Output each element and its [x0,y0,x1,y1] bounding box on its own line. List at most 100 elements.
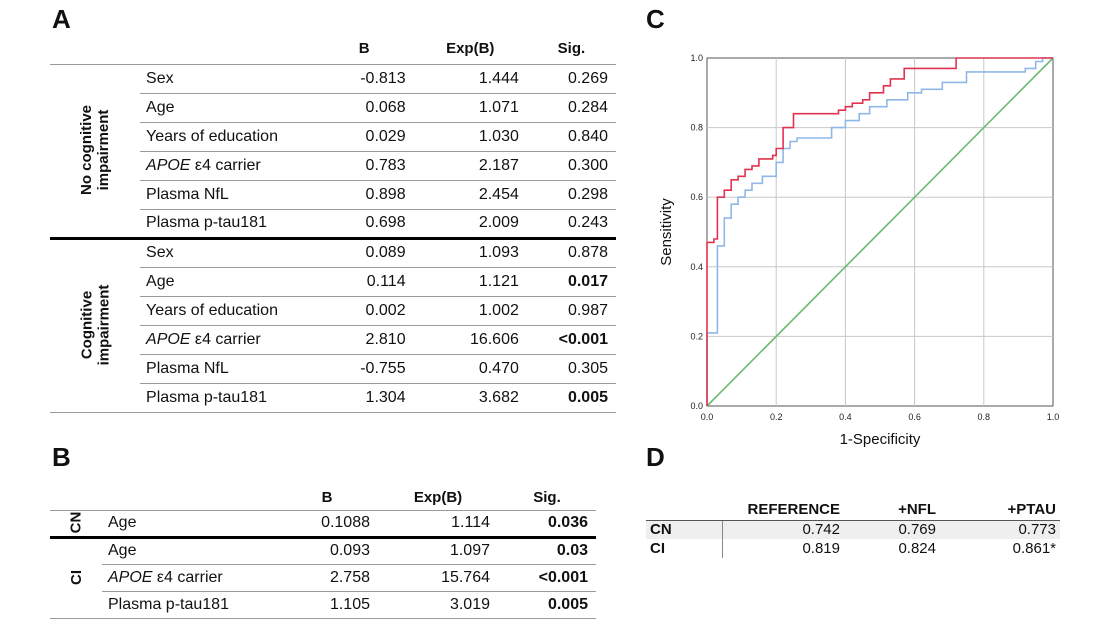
sig-cell: 0.284 [526,93,616,123]
panel-letter-c: C [646,4,665,34]
expb-cell: 1.097 [378,537,498,565]
group-label-line1: No cognitive [78,104,96,196]
table-row: Plasma NfL -0.755 0.470 0.305 [50,354,616,384]
expb-cell: 2.454 [413,180,527,210]
table-row: APOE ε4 carrier 2.758 15.764 <0.001 [50,564,596,592]
b-cell: 0.898 [314,180,414,210]
sig-cell: 0.298 [526,180,616,210]
expb-cell: 3.682 [413,383,527,413]
group-label-line1: Cognitive [78,290,96,360]
reference-diagonal [706,57,1054,407]
row-label: CN [646,520,723,539]
auc-cell: 0.742 [722,520,844,539]
table-b: B Exp(B) Sig. CN Age 0.1088 1.114 0.036 CI Age… [50,486,596,619]
variable-cell: Age [102,509,276,539]
expb-cell: 2.187 [413,151,527,181]
b-cell: 0.002 [314,296,414,326]
table-row: Plasma p-tau181 1.105 3.019 0.005 [50,591,596,619]
sig-cell: 0.305 [526,354,616,384]
group-label: No cognitive impairment [50,63,141,240]
x-tick-label: 0.0 [701,412,714,422]
roc-curve-red [706,57,1053,406]
sig-cell: 0.987 [526,296,616,326]
y-tick-label: 0.4 [690,262,703,272]
header-sig: Sig. [557,40,586,58]
b-cell: 0.068 [314,93,414,123]
y-tick-label: 0.6 [690,192,703,202]
table-row: No cognitive impairment Sex -0.813 1.444 0.26… [50,63,616,240]
variable-cell: Years of education [140,296,315,326]
b-cell: 0.698 [314,209,414,240]
table-row: CI Age 0.093 1.097 0.03 [50,537,596,619]
variable-cell: Plasma p-tau181 [102,591,276,619]
expb-cell: 1.030 [413,122,527,152]
b-cell: 0.1088 [276,509,378,539]
y-tick-label: 0.2 [690,331,703,341]
expb-cell: 1.093 [413,238,527,268]
roc-chart: 0.0 0.2 0.4 0.6 0.8 1.0 0.0 0.2 0.4 0.6 0.8 1.0 1-Sp… [658,53,1059,448]
variable-cell: Years of education [140,122,315,152]
expb-cell: 1.114 [378,509,498,539]
sig-cell: 0.243 [526,209,616,240]
sig-cell: 0.269 [526,63,616,94]
y-axis-label: Sensitivity [658,198,675,266]
header-nfl: +NFL [844,500,940,521]
table-row: Plasma p-tau181 0.698 2.009 0.243 [50,209,616,240]
expb-cell: 1.071 [413,93,527,123]
x-tick-label: 0.2 [770,412,783,422]
roc-curve-blue [706,57,1053,406]
b-cell: -0.755 [314,354,414,384]
header-b: B [321,489,333,507]
panel-letter-b: B [52,442,71,472]
table-row: Age 0.114 1.121 0.017 [50,267,616,297]
row-label: CI [646,539,723,558]
sig-cell: 0.005 [526,383,616,413]
expb-cell: 3.019 [378,591,498,619]
expb-cell: 1.444 [413,63,527,94]
group-label: CN [50,509,102,539]
panel-letter-a: A [52,4,71,34]
group-label: CI [50,537,102,619]
variable-cell: Age [140,93,315,123]
sig-cell: 0.840 [526,122,616,152]
variable-cell: Sex [140,238,315,268]
sig-cell: <0.001 [498,564,596,592]
table-row: Years of education 0.029 1.030 0.840 [50,122,616,152]
sig-cell: 0.036 [498,509,596,539]
table-row: CN 0.742 0.769 0.773 [646,520,1060,539]
b-cell: 0.114 [314,267,414,297]
variable-cell: APOE ε4 carrier [140,325,315,355]
x-tick-label: 0.4 [839,412,852,422]
expb-cell: 2.009 [413,209,527,240]
group-label: Cognitive impairment [50,238,141,413]
x-tick-label: 0.6 [908,412,921,422]
variable-cell: APOE ε4 carrier [102,564,276,592]
b-cell: 0.783 [314,151,414,181]
variable-cell: APOE ε4 carrier [140,151,315,181]
header-sig: Sig. [533,489,561,507]
sig-cell: 0.005 [498,591,596,619]
table-row: Plasma p-tau181 1.304 3.682 0.005 [50,383,616,413]
header-expb: Exp(B) [413,489,463,507]
table-row: Cognitive impairment Sex 0.089 1.093 0.878 [50,238,616,413]
header-expb: Exp(B) [446,40,495,58]
table-d: REFERENCE +NFL +PTAU CN 0.742 0.769 0.773 CI… [646,500,1060,558]
group-label-text: Cognitive impairment [78,285,112,366]
header-reference: REFERENCE [722,500,844,521]
expb-cell: 15.764 [378,564,498,592]
gene-name: APOE [108,568,153,586]
table-a: B Exp(B) Sig. No cognitive impairment Sex -… [50,34,616,413]
group-label-line2: impairment [95,284,113,366]
x-tick-label: 0.8 [978,412,991,422]
b-cell: 1.105 [276,591,378,619]
b-cell: 2.758 [276,564,378,592]
sig-cell: 0.300 [526,151,616,181]
table-row: Years of education 0.002 1.002 0.987 [50,296,616,326]
y-tick-label: 0.8 [690,123,703,133]
auc-cell: 0.861* [1012,540,1056,557]
sig-cell: <0.001 [526,325,616,355]
auc-cell: 0.824 [898,540,936,557]
expb-cell: 1.121 [413,267,527,297]
y-tick-label: 1.0 [690,53,703,63]
group-label-text: CN [67,511,85,534]
